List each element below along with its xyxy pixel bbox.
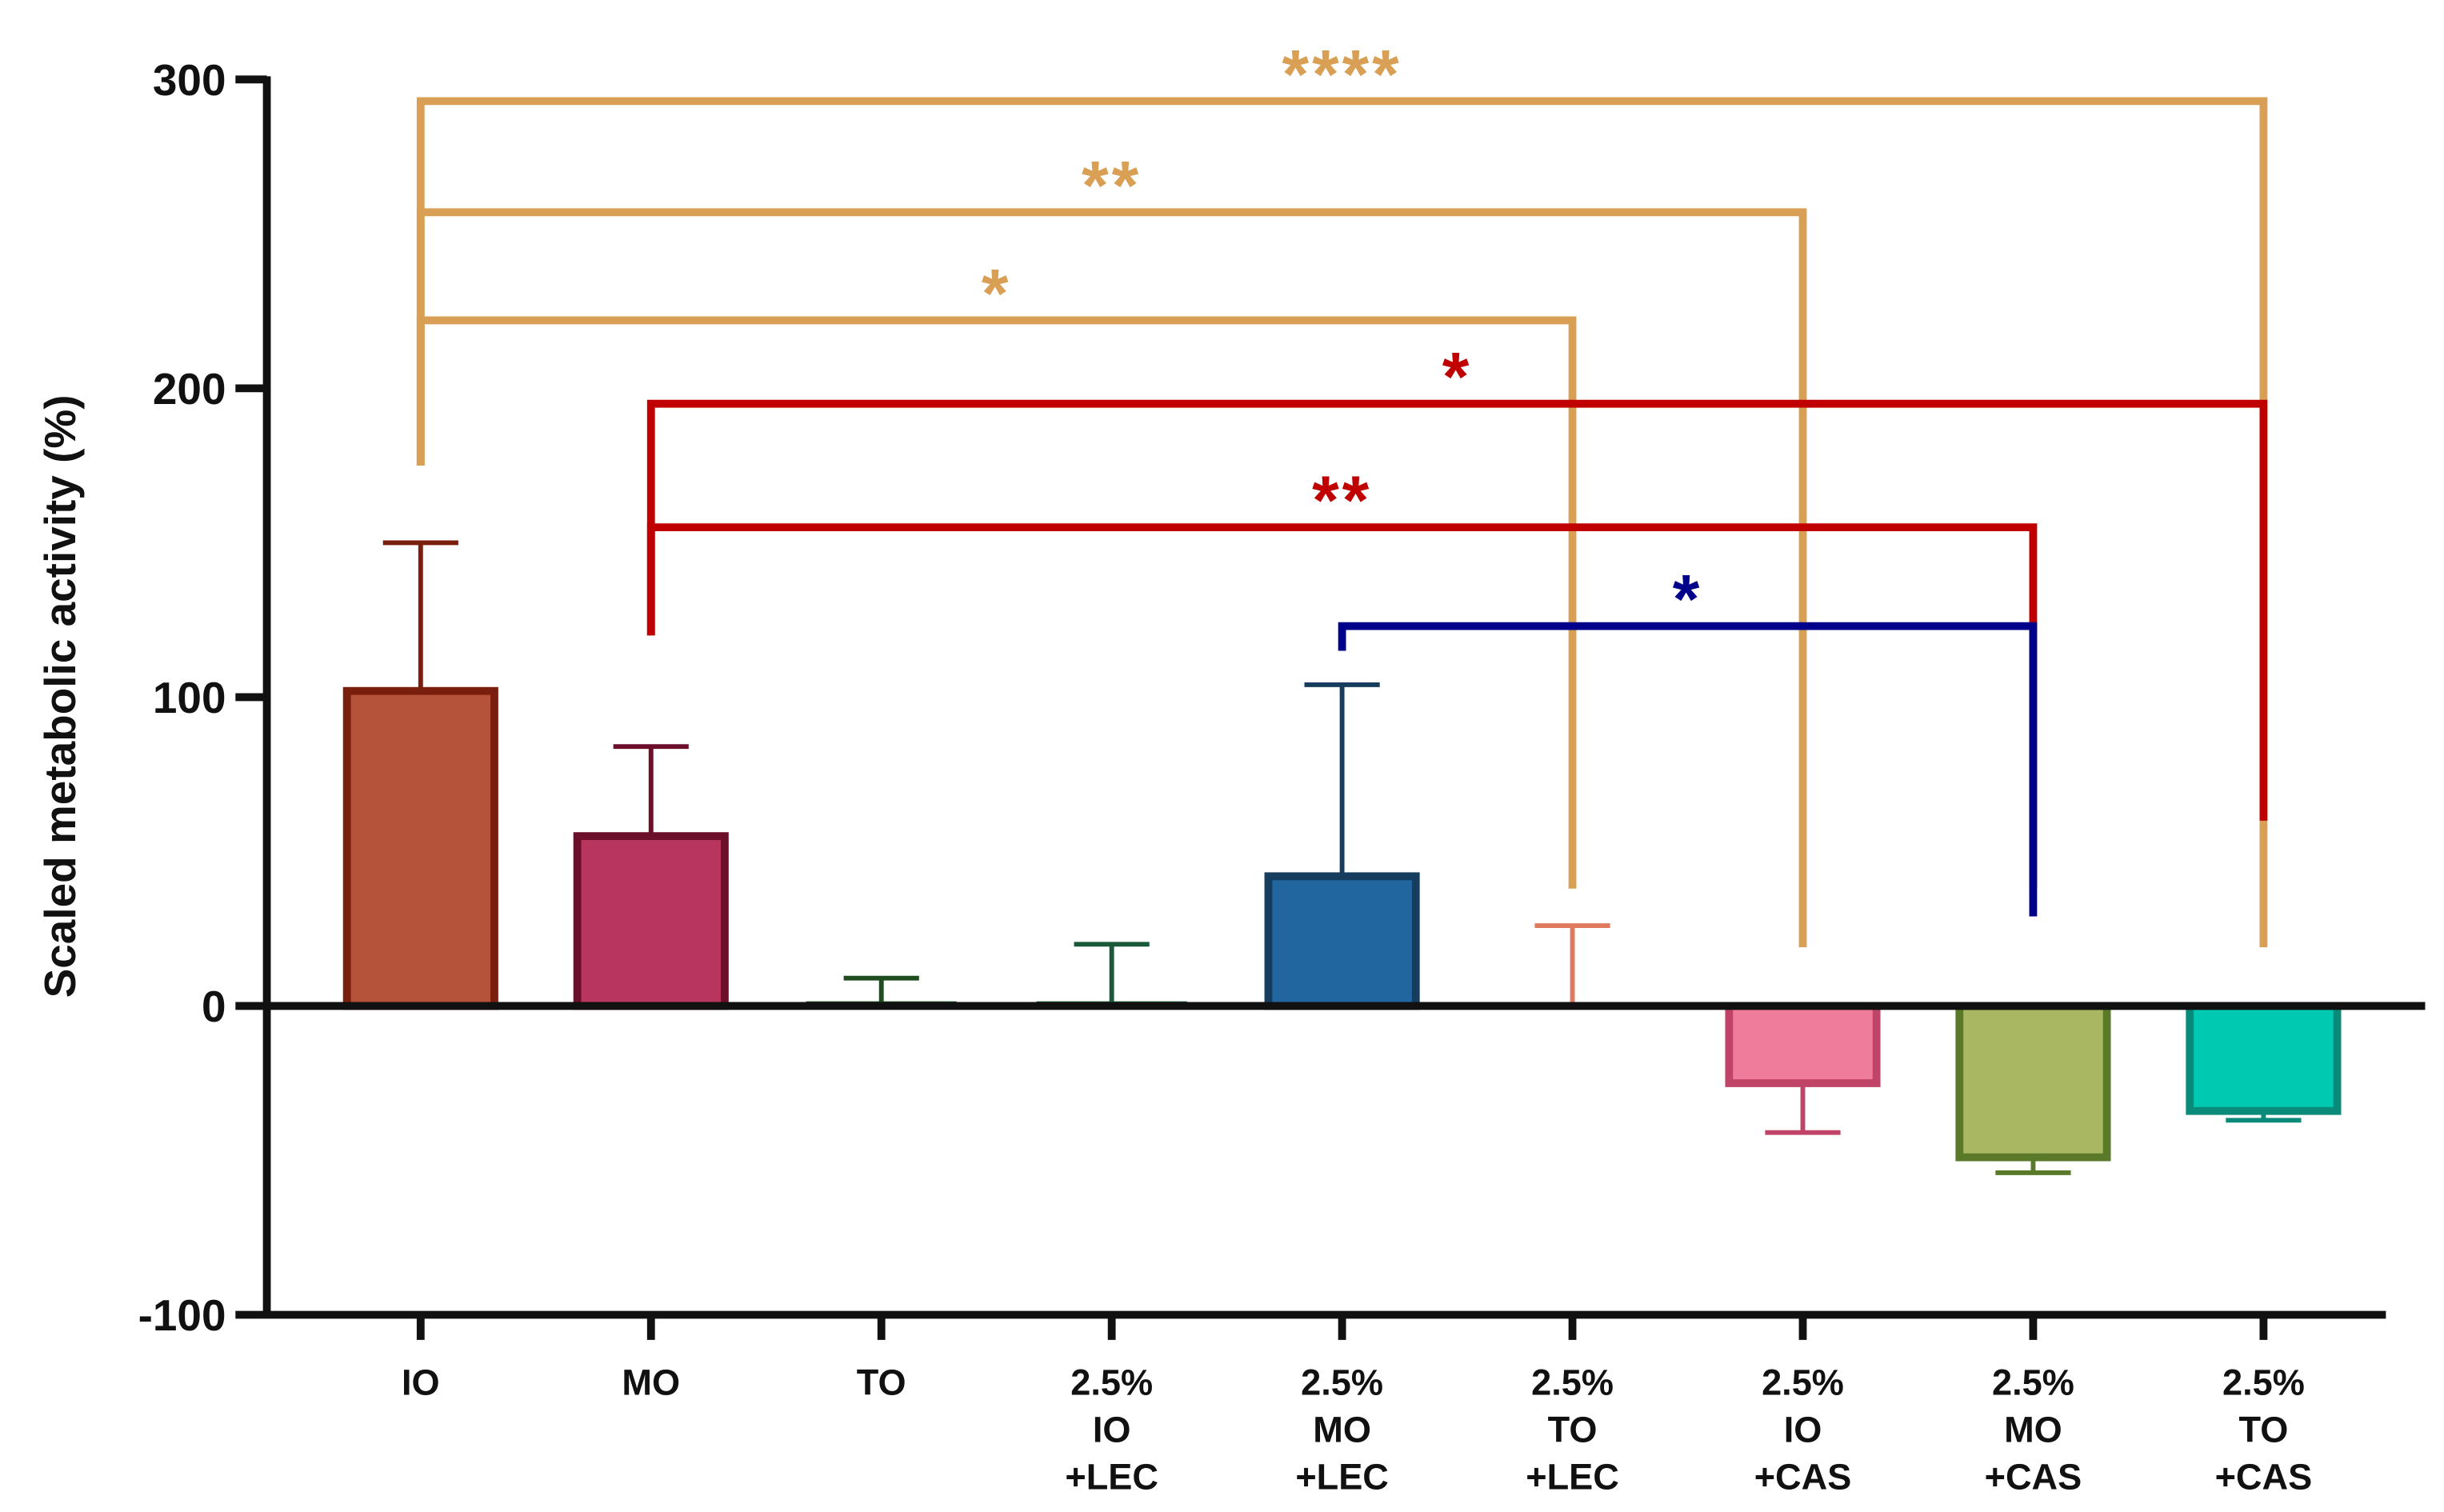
y-tick-label: -100	[138, 1290, 226, 1340]
bar	[342, 686, 498, 1010]
significance-label: *	[1442, 339, 1473, 416]
y-tick-label: 300	[153, 55, 226, 105]
bar	[573, 832, 729, 1010]
y-tick-label: 200	[153, 364, 226, 414]
significance-bracket	[646, 399, 2268, 821]
x-tick-label: 2.5% TO +LEC	[1526, 1362, 1619, 1498]
x-tick-label: 2.5% IO +CAS	[1754, 1362, 1852, 1498]
x-tick-label: TO	[857, 1362, 906, 1403]
significance-bracket	[416, 316, 1577, 889]
x-tick-label: 2.5% MO +CAS	[1985, 1362, 2082, 1498]
significance-label: *	[982, 256, 1012, 333]
bar	[1264, 872, 1420, 1010]
significance-label: *	[1673, 562, 1703, 638]
significance-label: ****	[1282, 36, 1402, 113]
bar	[1955, 1002, 2111, 1162]
bar	[2186, 1002, 2342, 1115]
y-axis-label: Scaled metabolic activity (%)	[35, 394, 85, 998]
x-tick-label: IO	[402, 1362, 440, 1403]
significance-label: **	[1312, 462, 1372, 539]
x-tick-label: 2.5% TO +CAS	[2215, 1362, 2313, 1498]
bar	[1725, 1002, 1881, 1087]
significance-bracket	[1338, 622, 2038, 917]
y-tick-label: 0	[202, 982, 226, 1031]
x-tick-label: MO	[622, 1362, 680, 1403]
y-tick-label: 100	[153, 673, 226, 722]
x-tick-label: 2.5% MO +LEC	[1295, 1362, 1389, 1498]
significance-label: **	[1082, 147, 1142, 224]
x-tick-label: 2.5% IO +LEC	[1065, 1362, 1158, 1498]
